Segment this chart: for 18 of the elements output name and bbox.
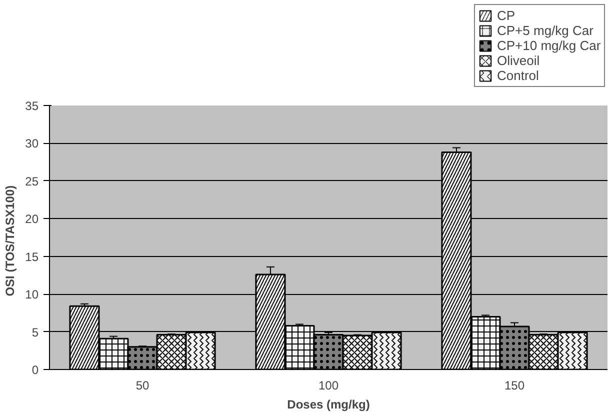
legend-label: CP [497,8,516,23]
legend-label: CP+5 mg/kg Car [497,23,594,38]
legend-label: Oliveoil [497,53,540,68]
y-tick-label: 35 [25,99,39,113]
x-tick-label: 100 [318,378,339,392]
legend-label: Control [497,68,539,83]
y-tick-label: 20 [25,212,39,226]
y-tick-label: 10 [25,288,39,302]
y-tick-label: 30 [25,136,39,151]
y-tick-label: 15 [25,250,39,264]
x-axis-title: Doses (mg/kg) [287,398,370,412]
x-tick-label: 50 [136,378,150,392]
y-axis-title: OSI (TOS/TASX100) [3,185,18,296]
y-tick-label: 5 [32,325,39,340]
x-tick-label: 150 [504,378,525,392]
y-tick-label: 0 [32,363,39,377]
y-tick-label: 25 [25,174,39,188]
legend-label: CP+10 mg/kg Car [497,38,601,53]
